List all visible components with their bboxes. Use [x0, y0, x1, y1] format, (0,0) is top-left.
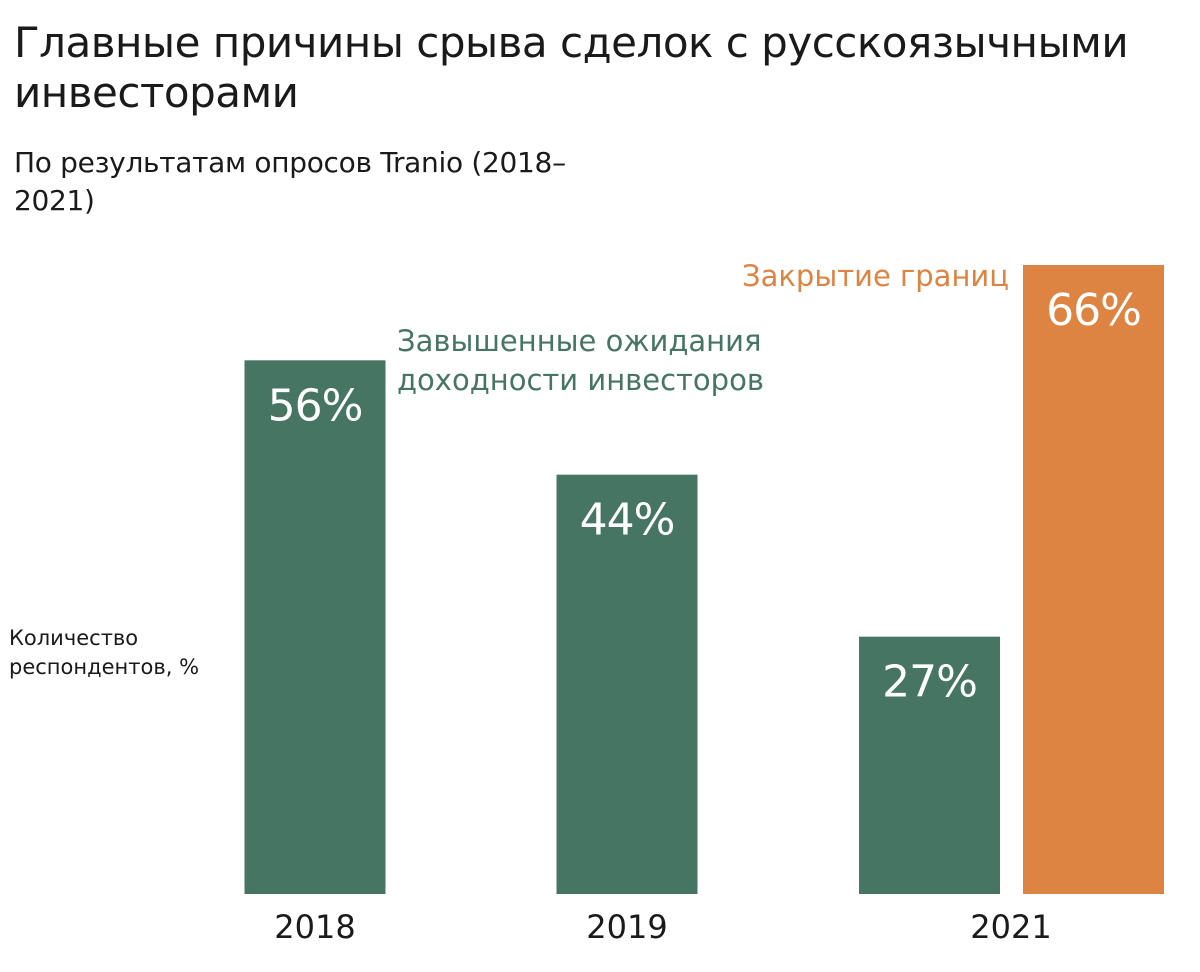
bar-2018-series-0: [244, 360, 386, 894]
data-label-2021-series-0: 27%: [882, 657, 977, 708]
chart-subtitle: По результатам опросов Tranio (2018–2021…: [14, 146, 566, 217]
data-label-2018-series-0: 56%: [268, 380, 363, 431]
series-label-1: Закрытие границ: [742, 259, 1009, 293]
y-axis-label: Количество респондентов, %: [9, 626, 200, 679]
x-tick-label-2018: 2018: [274, 908, 355, 946]
bar-2021-series-0: [859, 636, 1000, 894]
data-label-2019-series-0: 44%: [580, 495, 675, 546]
x-tick-label-2021: 2021: [970, 908, 1051, 946]
series-label-0: Завышенные ожидания доходности инвесторов: [397, 324, 764, 397]
bar-2021-series-1: [1023, 265, 1164, 894]
x-tick-label-2019: 2019: [586, 908, 667, 946]
bar-2019-series-0: [556, 474, 698, 894]
chart-title: Главные причины срыва сделок с русскоязы…: [14, 18, 1129, 117]
data-label-2021-series-1: 66%: [1046, 285, 1141, 336]
